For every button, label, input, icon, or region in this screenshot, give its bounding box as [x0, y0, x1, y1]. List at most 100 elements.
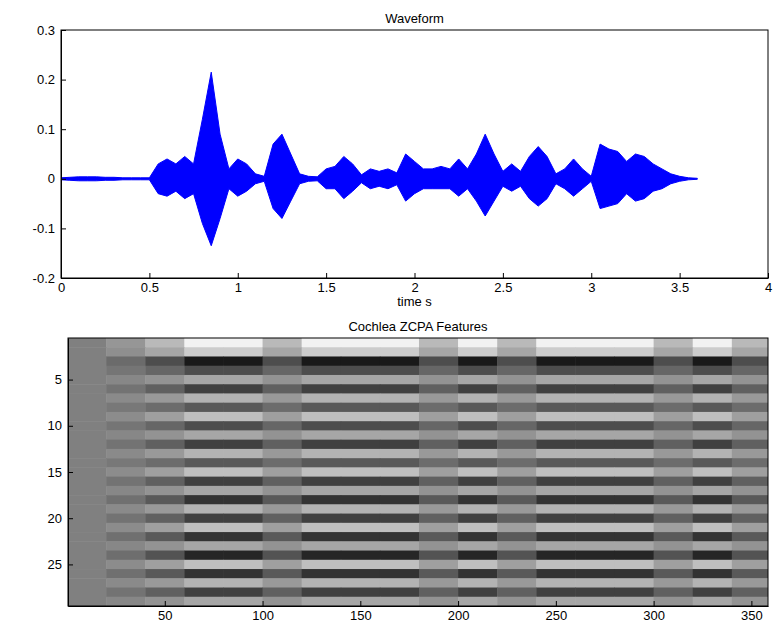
heat-cell: [536, 541, 576, 551]
heat-cell: [106, 551, 146, 561]
heat-cell: [615, 356, 655, 366]
heat-cell: [145, 551, 185, 561]
tick-label: 250: [545, 608, 567, 623]
heat-cell: [693, 569, 733, 579]
tick-mark: [238, 273, 239, 278]
heat-cell: [497, 338, 537, 348]
heat-cell: [693, 412, 733, 422]
heat-cell: [263, 440, 303, 450]
tick-label: 0.2: [37, 72, 55, 87]
heat-cell: [693, 356, 733, 366]
heat-cell: [458, 578, 498, 588]
heat-cell: [223, 467, 263, 477]
tick-label: 1.5: [318, 280, 336, 295]
heat-cell: [184, 393, 224, 403]
heat-cell: [536, 523, 576, 533]
heat-cell: [145, 412, 185, 422]
heat-cell: [419, 449, 459, 459]
heat-cell: [380, 412, 420, 422]
heat-cell: [380, 449, 420, 459]
heat-cell: [693, 440, 733, 450]
heat-cell: [302, 551, 342, 561]
tick-mark: [68, 380, 73, 381]
tick-label: -0.1: [33, 221, 55, 236]
heat-cell: [68, 578, 107, 588]
heat-cell: [263, 338, 303, 348]
heat-cell: [106, 440, 146, 450]
heat-cell: [380, 578, 420, 588]
heat-cell: [302, 504, 342, 514]
heat-cell: [145, 514, 185, 524]
heat-cell: [263, 597, 303, 606]
heat-cell: [68, 532, 107, 542]
heat-cell: [419, 495, 459, 505]
heat-cell: [575, 504, 615, 514]
tick-mark: [68, 426, 73, 427]
heat-cell: [654, 356, 694, 366]
heat-cell: [184, 347, 224, 357]
heat-cell: [68, 504, 107, 514]
heat-cell: [458, 412, 498, 422]
heat-cell: [341, 523, 381, 533]
heat-cell: [380, 514, 420, 524]
heat-cell: [68, 375, 107, 385]
heat-cell: [223, 430, 263, 440]
heat-cell: [575, 477, 615, 487]
heat-cell: [654, 467, 694, 477]
heat-cell: [302, 514, 342, 524]
heat-cell: [302, 597, 342, 606]
heat-cell: [380, 338, 420, 348]
heat-cell: [184, 421, 224, 431]
heat-cell: [732, 569, 768, 579]
heat-cell: [732, 356, 768, 366]
heat-cell: [497, 551, 537, 561]
heat-cell: [693, 588, 733, 598]
heat-cell: [380, 467, 420, 477]
tick-label: 150: [350, 608, 372, 623]
heat-cell: [302, 477, 342, 487]
heat-cell: [615, 477, 655, 487]
heat-cell: [223, 477, 263, 487]
tick-mark: [61, 129, 66, 130]
heat-cell: [106, 504, 146, 514]
heat-cell: [458, 569, 498, 579]
heat-cell: [341, 486, 381, 496]
heat-cell: [654, 532, 694, 542]
heat-cell: [68, 560, 107, 570]
heat-cell: [302, 347, 342, 357]
heat-cell: [223, 523, 263, 533]
tick-mark: [61, 30, 66, 31]
heat-cell: [145, 393, 185, 403]
heat-cell: [497, 578, 537, 588]
heat-cell: [263, 560, 303, 570]
heat-cell: [615, 421, 655, 431]
heat-cell: [106, 467, 146, 477]
heat-cell: [341, 551, 381, 561]
heat-cell: [654, 514, 694, 524]
heat-cell: [419, 430, 459, 440]
heat-cell: [145, 375, 185, 385]
heat-cell: [419, 375, 459, 385]
heat-cell: [302, 495, 342, 505]
heat-cell: [575, 403, 615, 413]
heat-cell: [302, 467, 342, 477]
tick: 3.5: [671, 273, 689, 295]
heat-cell: [223, 347, 263, 357]
heat-cell: [302, 375, 342, 385]
heat-cell: [184, 477, 224, 487]
heat-cell: [145, 532, 185, 542]
tick: 4: [765, 273, 772, 295]
heat-cell: [575, 449, 615, 459]
heat-cell: [263, 347, 303, 357]
heat-cell: [615, 403, 655, 413]
heat-cell: [380, 458, 420, 468]
heat-cell: [654, 597, 694, 606]
heat-cell: [654, 384, 694, 394]
heat-cell: [341, 412, 381, 422]
heat-cell: [536, 338, 576, 348]
tick-label: 2.5: [494, 280, 512, 295]
heat-cell: [380, 588, 420, 598]
heat-cell: [341, 514, 381, 524]
heat-cell: [458, 356, 498, 366]
heat-cell: [732, 449, 768, 459]
